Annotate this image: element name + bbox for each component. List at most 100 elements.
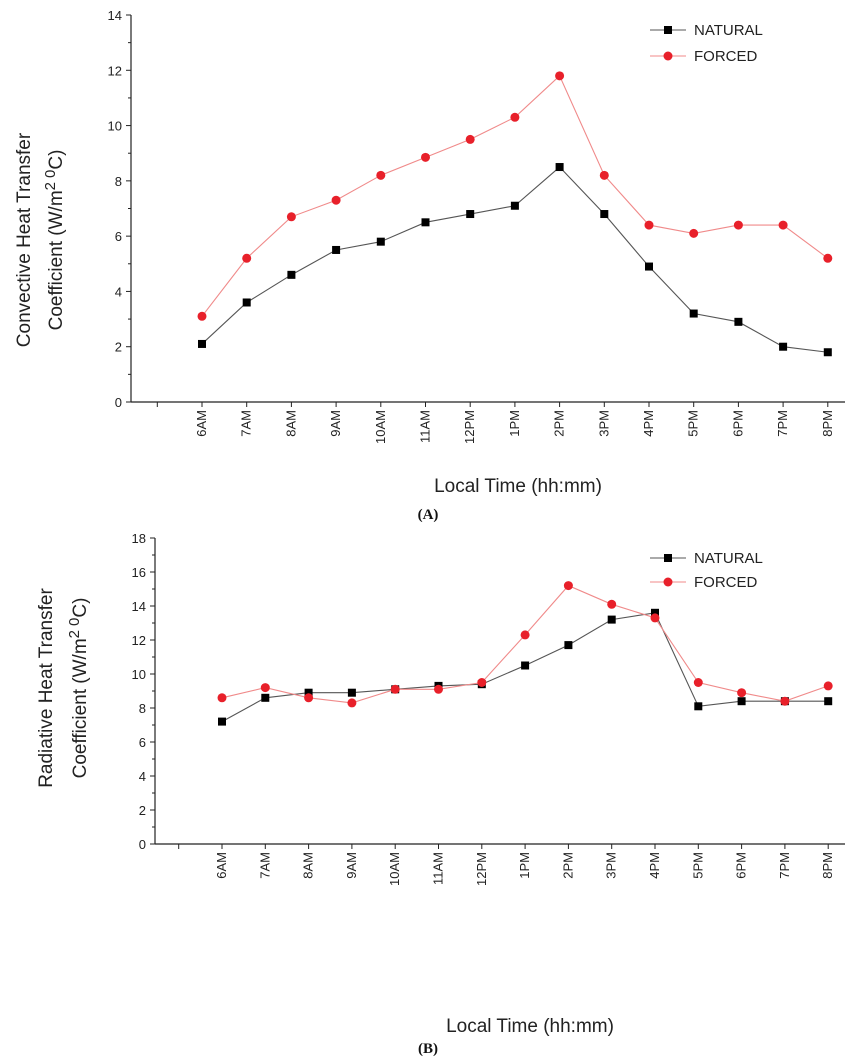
chart1-y-tick-label: 8 (139, 701, 146, 716)
chart0-y-tick-label: 6 (115, 229, 122, 244)
chart0-x-tick-label: 3PM (596, 410, 611, 437)
chart0-x-tick-label: 7AM (239, 410, 254, 437)
chart0-point-natural (689, 309, 698, 318)
chart0-x-axis-title: Local Time (hh:mm) (434, 476, 602, 497)
chart1-point-forced (737, 688, 747, 698)
chart1-point-forced (477, 678, 487, 687)
chart1-y-tick-label: 2 (139, 803, 146, 818)
chart1-point-natural (347, 688, 356, 697)
chart1-x-tick-label: 8PM (820, 852, 835, 879)
chart1-x-tick-label: 7AM (257, 852, 272, 879)
chart0-point-natural (555, 163, 564, 172)
chart1-point-forced (780, 696, 790, 706)
chart1-point-forced (520, 630, 530, 640)
chart0-x-tick-label: 9AM (328, 410, 343, 437)
chart1-point-natural (651, 608, 659, 617)
chart1-y-tick-label: 16 (132, 565, 146, 580)
chart0-y-tick-label: 14 (108, 8, 122, 23)
chart0-point-natural (645, 262, 653, 271)
chart0-point-natural (376, 237, 385, 246)
chart1-y-axis-title: Radiative Heat Transfer (36, 588, 57, 788)
chart1-point-forced (347, 698, 357, 708)
chart1-x-axis-title: Local Time (hh:mm) (446, 1016, 614, 1037)
chart1-x-tick-label: 11AM (431, 852, 446, 885)
chart0-x-tick-label: 4PM (641, 410, 656, 437)
chart1-point-forced (217, 693, 227, 703)
chart1-point-natural (824, 697, 833, 706)
chart0-point-forced (331, 195, 341, 205)
chart0-point-forced (286, 212, 296, 222)
chart1-legend-label-natural: NATURAL (694, 550, 763, 567)
chart1-x-tick-label: 8AM (301, 852, 316, 879)
chart0-point-natural (287, 270, 296, 279)
chart0-y-tick-label: 10 (108, 119, 122, 134)
chart1-point-forced (823, 681, 833, 691)
chart1-x-tick-label: 6AM (214, 852, 229, 879)
chart1-point-forced (563, 581, 573, 591)
chart0-point-forced (421, 152, 430, 162)
chart0-point-natural (198, 339, 206, 348)
chart0-point-forced (733, 220, 743, 230)
chart1-panel-caption: (B) (418, 1041, 438, 1057)
chart0-point-natural (779, 342, 788, 351)
chart0-point-natural (332, 245, 341, 254)
chart1-point-forced (390, 684, 400, 694)
chart0-x-tick-label: 6PM (730, 410, 745, 437)
chart0-y-tick-label: 8 (115, 174, 122, 189)
chart0-point-forced (778, 220, 788, 230)
chart0-x-tick-label: 1PM (507, 410, 522, 437)
chart0-point-forced (510, 112, 520, 122)
chart0-legend-marker-natural (664, 26, 672, 34)
chart0-x-tick-label: 12PM (462, 410, 477, 444)
chart0-point-natural (823, 348, 832, 357)
chart1-point-natural (261, 693, 270, 702)
chart0-point-natural (510, 201, 519, 210)
chart0-x-tick-label: 7PM (775, 410, 790, 437)
chart1-legend-marker-natural (664, 554, 672, 562)
chart0-x-tick-label: 8PM (820, 410, 835, 437)
chart0-legend-label-forced: FORCED (694, 48, 758, 65)
chart1-y-tick-label: 14 (132, 599, 146, 614)
chart0-series-natural-line (201, 166, 828, 353)
chart1-legend-marker-forced (663, 577, 673, 587)
chart1-point-natural (304, 688, 313, 697)
chart1-point-forced (260, 683, 270, 693)
chart0-y-tick-label: 4 (115, 284, 122, 299)
chart0-y-axis-title: Convective Heat Transfer (14, 132, 35, 347)
chart1-y-tick-label: 10 (132, 667, 146, 682)
chart1-x-tick-label: 9AM (344, 852, 359, 879)
chart1-point-forced (693, 678, 703, 687)
chart1-y-tick-label: 18 (132, 531, 146, 546)
chart1-y-tick-label: 12 (132, 633, 146, 648)
chart0-x-tick-label: 8AM (283, 410, 298, 437)
chart0-y-tick-label: 0 (115, 395, 122, 410)
chart0-point-natural (600, 210, 609, 219)
chart1-point-natural (564, 641, 573, 650)
chart0-x-tick-label: 6AM (194, 410, 209, 437)
chart0-x-tick-label: 2PM (552, 410, 567, 437)
chart1-point-natural (737, 697, 746, 706)
chart0-point-forced (465, 134, 475, 144)
chart0-y-axis-title-units: Coefficient (W/m20C) (42, 150, 67, 331)
chart1-y-tick-label: 0 (139, 837, 146, 852)
chart1-point-natural (694, 702, 703, 711)
chart0-point-forced (376, 170, 386, 180)
chart0-x-tick-label: 10AM (373, 410, 388, 444)
chart1-x-tick-label: 5PM (690, 852, 705, 879)
chart1-point-natural (521, 661, 530, 670)
chart1-panel: 0 2 4 6 8 10 12 14 16 18 6AM 7AM 8AM 9AM 10AM 11AM 12PM 1… (36, 531, 845, 1057)
chart0-legend-marker-forced (663, 51, 673, 61)
chart0-point-forced (197, 311, 207, 321)
chart1-series-forced-line (221, 584, 829, 704)
chart1-x-tick-label: 7PM (777, 852, 792, 879)
chart0-point-forced (689, 228, 699, 238)
chart0-point-forced (644, 220, 654, 230)
chart1-x-tick-label: 2PM (560, 852, 575, 879)
chart0-y-tick-label: 12 (108, 63, 122, 78)
chart0-panel-caption: (A) (418, 507, 439, 523)
chart0-x-tick-label: 11AM (418, 410, 433, 443)
chart0-x-tick-label: 5PM (686, 410, 701, 437)
chart1-point-natural (607, 615, 616, 624)
chart1-point-forced (607, 599, 617, 609)
